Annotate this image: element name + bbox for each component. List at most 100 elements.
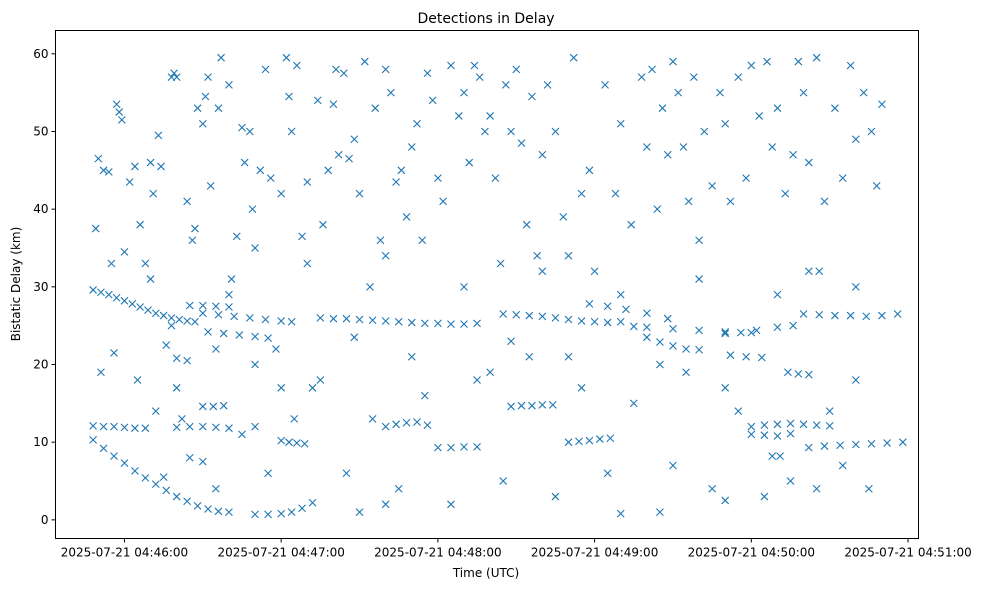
data-point — [264, 510, 273, 519]
data-point — [585, 300, 594, 308]
data-point — [499, 310, 508, 318]
data-point — [185, 301, 194, 310]
data-point — [616, 290, 625, 299]
data-point — [146, 158, 155, 167]
data-point — [867, 127, 876, 136]
data-point — [763, 57, 771, 66]
data-point — [473, 319, 481, 328]
data-point — [185, 422, 194, 431]
data-point — [611, 189, 620, 198]
data-point — [355, 508, 364, 516]
data-point — [332, 65, 340, 74]
data-point — [146, 275, 155, 283]
data-point — [760, 492, 769, 501]
data-point — [136, 220, 145, 229]
x-tick-label: 2025-07-21 04:47:00 — [217, 546, 344, 560]
data-point — [575, 437, 583, 446]
data-point — [371, 104, 380, 113]
data-point — [585, 436, 594, 445]
data-point — [773, 420, 782, 429]
data-point — [637, 73, 646, 81]
data-point — [272, 345, 280, 353]
data-point — [251, 332, 259, 341]
data-point — [564, 315, 573, 324]
data-point — [214, 104, 223, 113]
data-point — [120, 247, 129, 256]
data-point — [674, 88, 683, 97]
data-point — [303, 259, 312, 268]
data-point — [381, 500, 390, 509]
data-point — [747, 422, 756, 431]
data-point — [786, 477, 795, 485]
data-point — [867, 439, 876, 448]
data-point — [577, 317, 586, 325]
y-tick-label: 10 — [33, 435, 48, 449]
data-point — [491, 174, 500, 182]
data-point — [721, 119, 730, 128]
data-point — [287, 317, 296, 326]
data-point — [812, 53, 821, 62]
data-point — [170, 69, 178, 78]
data-point — [110, 422, 118, 431]
data-point — [230, 312, 239, 321]
data-point — [128, 300, 137, 308]
data-point — [256, 166, 265, 175]
data-point — [695, 326, 703, 335]
data-point — [89, 421, 98, 430]
data-point — [507, 337, 515, 346]
data-point — [742, 352, 750, 361]
y-tick-label: 40 — [33, 202, 48, 216]
data-point — [679, 143, 688, 151]
data-point — [893, 310, 902, 318]
data-point — [721, 327, 730, 336]
data-point — [663, 314, 672, 323]
data-point — [786, 419, 795, 428]
data-point — [188, 236, 197, 245]
data-point — [551, 314, 560, 322]
data-point — [110, 452, 118, 461]
data-point — [669, 57, 677, 66]
data-point — [439, 197, 448, 206]
data-point — [642, 143, 651, 151]
data-point — [303, 178, 312, 186]
data-point — [525, 311, 534, 320]
data-point — [872, 181, 881, 190]
data-point — [460, 320, 468, 329]
data-point — [831, 311, 839, 320]
data-point — [747, 328, 756, 337]
data-point — [172, 423, 181, 432]
data-point — [355, 315, 364, 324]
data-point — [768, 452, 777, 461]
data-point — [355, 189, 364, 198]
data-point — [394, 317, 403, 326]
data-point — [266, 174, 275, 182]
data-point — [815, 310, 824, 319]
data-point — [368, 414, 377, 423]
data-point — [172, 492, 181, 501]
data-point — [316, 314, 325, 322]
data-point — [329, 100, 338, 109]
data-point — [838, 174, 847, 182]
data-point — [789, 150, 798, 159]
data-point — [131, 424, 139, 433]
data-point — [240, 158, 249, 167]
data-point — [695, 236, 703, 245]
data-point — [878, 100, 886, 109]
data-point — [206, 181, 215, 190]
data-point — [217, 53, 225, 62]
data-point — [726, 197, 735, 206]
data-point — [235, 331, 244, 339]
data-point — [418, 236, 427, 245]
data-point — [227, 275, 236, 283]
data-point — [564, 251, 573, 260]
data-point — [287, 508, 296, 516]
data-point — [517, 139, 526, 148]
data-point — [862, 312, 871, 321]
data-point — [219, 329, 228, 338]
data-point — [151, 309, 160, 318]
data-point — [577, 383, 586, 392]
data-point — [447, 500, 455, 509]
data-point — [120, 296, 129, 305]
data-point — [397, 166, 406, 175]
data-point — [629, 322, 638, 331]
